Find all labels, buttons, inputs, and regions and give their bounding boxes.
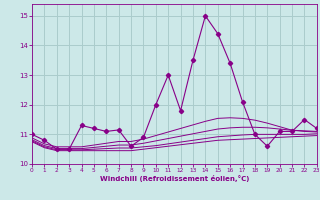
X-axis label: Windchill (Refroidissement éolien,°C): Windchill (Refroidissement éolien,°C): [100, 175, 249, 182]
